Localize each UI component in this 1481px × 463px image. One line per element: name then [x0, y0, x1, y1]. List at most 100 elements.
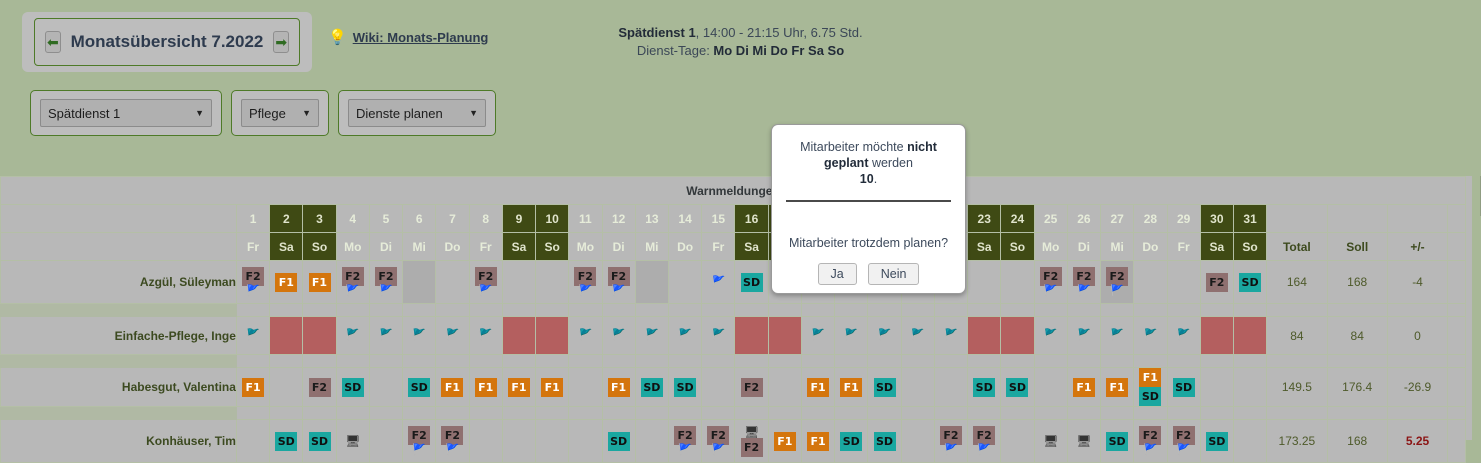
- shift-badge-f2[interactable]: F2: [374, 267, 397, 286]
- shift-badge-sd[interactable]: SD: [308, 431, 331, 451]
- shift-cell-d20[interactable]: SD: [867, 367, 902, 407]
- shift-badge-f1[interactable]: F1: [840, 377, 863, 397]
- shift-cell-d17[interactable]: [767, 367, 802, 407]
- shift-cell-d28[interactable]: [1133, 260, 1168, 304]
- shift-cell-d14[interactable]: F2 🚩: [667, 419, 703, 463]
- shift-badge-f1[interactable]: F1: [807, 431, 830, 451]
- shift-cell-d24[interactable]: [1000, 260, 1035, 304]
- shift-cell-d31[interactable]: [1232, 419, 1268, 463]
- shift-badge-sd[interactable]: SD: [840, 431, 863, 451]
- shift-cell-d16[interactable]: [734, 316, 769, 355]
- shift-badge-f1[interactable]: F1: [807, 377, 830, 397]
- shift-badge-sd[interactable]: SD: [973, 377, 996, 397]
- shift-badge-f2[interactable]: F2: [740, 377, 763, 397]
- wiki-link[interactable]: Wiki: Monats-Planung: [352, 30, 489, 45]
- shift-cell-d9[interactable]: F1: [501, 367, 537, 407]
- shift-badge-sd[interactable]: SD: [640, 377, 663, 397]
- shift-cell-d29[interactable]: [1166, 260, 1201, 304]
- shift-cell-d20[interactable]: 🚩: [867, 316, 902, 355]
- shift-badge-sd[interactable]: SD: [275, 431, 298, 451]
- shift-cell-d24[interactable]: [1000, 419, 1035, 463]
- shift-cell-d10[interactable]: [535, 316, 570, 355]
- shift-cell-d16[interactable]: F2: [734, 367, 769, 407]
- shift-cell-d8[interactable]: 🚩: [468, 316, 503, 355]
- employee-name[interactable]: Azgül, Süleyman: [0, 260, 237, 304]
- shift-cell-d27[interactable]: F2 🚩: [1100, 260, 1135, 304]
- shift-cell-d11[interactable]: [568, 419, 603, 463]
- shift-cell-d6[interactable]: F2 🚩: [402, 419, 437, 463]
- shift-cell-d17[interactable]: F1: [767, 419, 802, 463]
- shift-cell-d21[interactable]: [900, 367, 935, 407]
- wiki-link-group[interactable]: 💡 Wiki: Monats-Planung: [328, 30, 488, 45]
- shift-badge-f1[interactable]: F1: [507, 377, 530, 397]
- shift-badge-f2[interactable]: F2: [1072, 267, 1095, 286]
- shift-cell-d30[interactable]: [1199, 316, 1234, 355]
- shift-cell-d5[interactable]: 🚩: [368, 316, 404, 355]
- shift-cell-d25[interactable]: F2 🚩: [1033, 260, 1068, 304]
- shift-badge-f2[interactable]: F2: [474, 267, 497, 286]
- shift-cell-d27[interactable]: F1: [1100, 367, 1135, 407]
- shift-cell-d26[interactable]: F1: [1066, 367, 1102, 407]
- shift-badge-sd[interactable]: SD: [1106, 431, 1129, 451]
- area-select[interactable]: Pflege ▼: [241, 99, 319, 127]
- shift-cell-d7[interactable]: 🚩: [435, 316, 470, 355]
- shift-badge-f2[interactable]: F2: [341, 267, 364, 286]
- shift-cell-d15[interactable]: F2 🚩: [701, 419, 736, 463]
- shift-badge-f1[interactable]: F1: [1106, 377, 1129, 397]
- shift-cell-d24[interactable]: [1000, 316, 1035, 355]
- shift-badge-sd[interactable]: SD: [607, 431, 630, 451]
- shift-cell-d21[interactable]: [900, 419, 935, 463]
- shift-badge-f2[interactable]: F2: [408, 426, 431, 445]
- shift-cell-d31[interactable]: SD: [1232, 260, 1268, 304]
- shift-cell-d22[interactable]: F2 🚩: [933, 419, 969, 463]
- shift-badge-f2[interactable]: F2: [973, 426, 996, 445]
- shift-badge-f1[interactable]: F1: [541, 377, 564, 397]
- shift-cell-d5[interactable]: [368, 419, 404, 463]
- shift-cell-d15[interactable]: 🚩: [701, 260, 736, 304]
- shift-badge-f1[interactable]: F1: [275, 272, 298, 292]
- employee-name[interactable]: Habesgut, Valentina: [0, 367, 237, 407]
- shift-cell-d11[interactable]: 🚩: [568, 316, 603, 355]
- shift-cell-d3[interactable]: [302, 316, 337, 355]
- shift-badge-sd[interactable]: SD: [1172, 377, 1195, 397]
- shift-badge-f2[interactable]: F2: [1106, 267, 1129, 286]
- shift-cell-d14[interactable]: 🚩: [667, 316, 703, 355]
- shift-cell-d8[interactable]: [468, 419, 503, 463]
- shift-badge-f1[interactable]: F1: [474, 377, 497, 397]
- shift-cell-d2[interactable]: F1: [269, 260, 304, 304]
- shift-badge-sd[interactable]: SD: [1006, 377, 1029, 397]
- shift-cell-d6[interactable]: SD: [402, 367, 437, 407]
- shift-cell-d30[interactable]: SD: [1199, 419, 1234, 463]
- shift-cell-d18[interactable]: 🚩: [800, 316, 836, 355]
- shift-cell-d15[interactable]: [701, 367, 736, 407]
- shift-badge-f2[interactable]: F2: [1139, 426, 1162, 445]
- shift-cell-d8[interactable]: F1: [468, 367, 503, 407]
- shift-cell-d15[interactable]: 🚩: [701, 316, 736, 355]
- shift-badge-f2[interactable]: F2: [308, 377, 331, 397]
- shift-cell-d6[interactable]: 🚩: [402, 316, 437, 355]
- shift-badge-sd[interactable]: SD: [341, 377, 364, 397]
- shift-badge-sd[interactable]: SD: [674, 377, 697, 397]
- shift-cell-d4[interactable]: F2 🚩: [335, 260, 370, 304]
- shift-cell-d31[interactable]: [1232, 316, 1268, 355]
- shift-cell-d30[interactable]: F2: [1199, 260, 1234, 304]
- shift-cell-d9[interactable]: [501, 316, 537, 355]
- shift-cell-d25[interactable]: 🖥: [1033, 419, 1068, 463]
- shift-cell-d2[interactable]: [269, 367, 304, 407]
- shift-cell-d17[interactable]: [767, 316, 802, 355]
- shift-cell-d4[interactable]: SD: [335, 367, 370, 407]
- shift-cell-d16[interactable]: 🖥 F2: [734, 419, 769, 463]
- shift-badge-f2[interactable]: F2: [707, 426, 730, 445]
- employee-name[interactable]: Einfache-Pflege, Inge: [0, 316, 237, 355]
- arrow-right-icon[interactable]: ➡: [273, 31, 289, 53]
- shift-cell-d20[interactable]: SD: [867, 419, 902, 463]
- shift-cell-d29[interactable]: 🚩: [1166, 316, 1201, 355]
- shift-cell-d23[interactable]: [967, 260, 1002, 304]
- shift-select[interactable]: Spätdienst 1 ▼: [40, 99, 212, 127]
- action-select[interactable]: Dienste planen ▼: [348, 99, 486, 127]
- shift-badge-f1[interactable]: F1: [308, 272, 331, 292]
- shift-cell-d16[interactable]: SD: [734, 260, 769, 304]
- dialog-yes-button[interactable]: Ja: [817, 263, 857, 285]
- shift-badge-f2[interactable]: F2: [740, 437, 763, 457]
- shift-cell-d19[interactable]: SD: [834, 419, 869, 463]
